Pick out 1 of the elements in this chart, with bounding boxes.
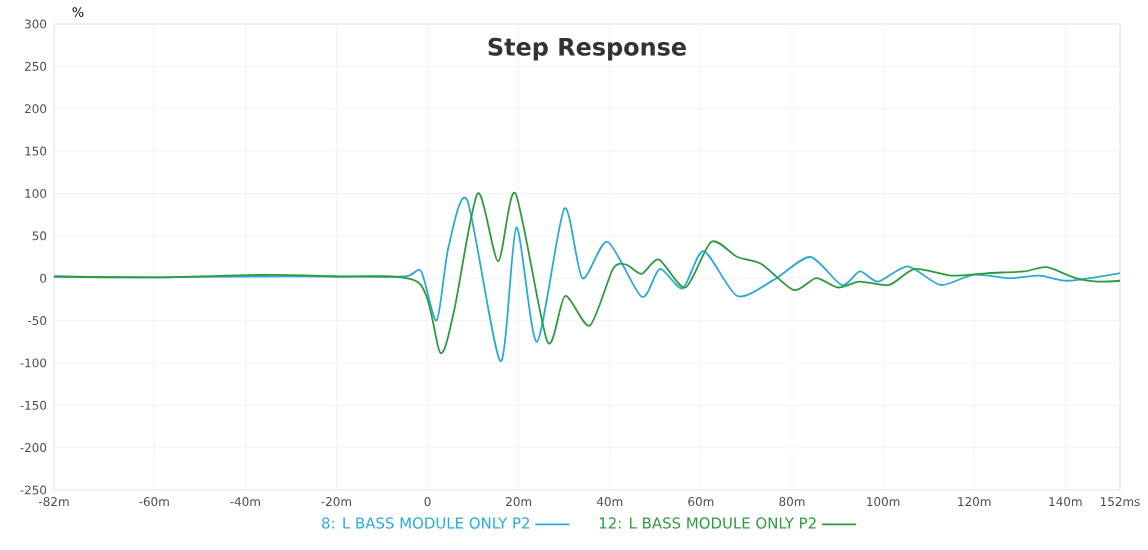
text: Step Response xyxy=(488,37,686,61)
